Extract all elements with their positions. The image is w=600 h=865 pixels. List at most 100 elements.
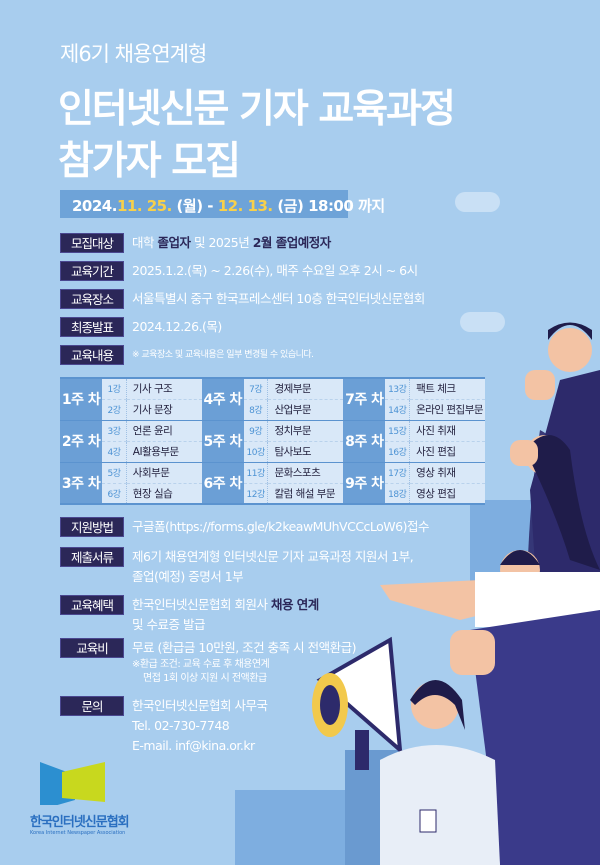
lesson-number: 11강 xyxy=(243,462,269,484)
cloud xyxy=(460,312,505,332)
logo-name: 한국인터넷신문협회 xyxy=(30,815,130,830)
documents: 제출서류 제6기 채용연계형 인터넷신문 기자 교육과정 지원서 1부, 졸업(예… xyxy=(60,547,414,587)
value: 및 2025년 xyxy=(190,235,253,250)
deadline-year: 2024. xyxy=(72,197,117,215)
lesson-title: 언론 윤리 xyxy=(126,420,202,442)
info-content: 교육내용 ※ 교육장소 및 교육내용은 일부 변경될 수 있습니다. xyxy=(60,345,314,365)
lesson-number: 13강 xyxy=(385,378,411,400)
contact-tel: Tel. 02-730-7748 xyxy=(132,718,230,733)
apply-method: 지원방법 구글폼(https://forms.gle/k2keawMUhVCCc… xyxy=(60,517,430,537)
week-cell: 3주 차 xyxy=(60,462,103,505)
table-row: 4강 AI활용부문 10강 탐사보도 16강 사진 편집 xyxy=(60,441,485,463)
value: 대학 xyxy=(132,235,158,250)
title-line1: 제6기 채용연계형 xyxy=(60,42,207,66)
lesson-title: 온라인 편집부문 xyxy=(409,399,485,421)
lesson-title: 산업부문 xyxy=(267,399,344,421)
info-place: 교육장소 서울특별시 중구 한국프레스센터 10층 한국인터넷신문협회 xyxy=(60,289,425,309)
lesson-title: 사진 편집 xyxy=(409,441,485,463)
value-highlight: 채용 연계 xyxy=(270,597,319,612)
logo: 한국인터넷신문협회 Korea Internet Newspaper Assoc… xyxy=(30,760,130,836)
week-cell: 6주 차 xyxy=(201,462,244,505)
lesson-number: 16강 xyxy=(385,441,411,463)
info-announce: 최종발표 2024.12.26.(목) xyxy=(60,317,222,337)
week-cell: 9주 차 xyxy=(343,462,386,505)
label: 교육기간 xyxy=(60,261,124,281)
lesson-number: 17강 xyxy=(385,462,411,484)
lesson-number: 8강 xyxy=(243,399,269,421)
label: 제출서류 xyxy=(60,547,124,567)
lesson-title: 사진 취재 xyxy=(409,420,485,442)
label: 교육비 xyxy=(60,638,124,658)
lesson-title: 영상 취재 xyxy=(409,462,485,484)
label: 지원방법 xyxy=(60,517,124,537)
contact-email[interactable]: E-mail. inf@kina.or.kr xyxy=(132,738,255,753)
lesson-title: 탐사보도 xyxy=(267,441,344,463)
table-row: 1주 차 1강 기사 구조 4주 차 7강 경제부문 7주 차 13강 팩트 체크 xyxy=(60,378,485,421)
title-line3: 참가자 모집 xyxy=(58,139,241,184)
lesson-title: 칼럼 해설 부문 xyxy=(267,483,344,505)
table-row: 2강 기사 문장 8강 산업부문 14강 온라인 편집부문 xyxy=(60,399,485,421)
lesson-title: 팩트 체크 xyxy=(409,378,485,400)
week-cell: 5주 차 xyxy=(201,420,244,463)
apply-link[interactable]: 구글폼(https://forms.gle/k2keawMUhVCCcLoW6)… xyxy=(132,519,430,534)
value: 무료 (환급금 10만원, 조건 충족 시 전액환급) xyxy=(132,640,356,655)
lesson-title: 현장 실습 xyxy=(126,483,202,505)
lesson-number: 4강 xyxy=(102,441,127,463)
label: 문의 xyxy=(60,696,124,716)
info-period: 교육기간 2025.1.2.(목) ~ 2.26(수), 매주 수요일 오후 2… xyxy=(60,261,418,281)
title-line2: 인터넷신문 기자 교육과정 xyxy=(58,87,456,132)
lesson-title: 문화스포츠 xyxy=(267,462,344,484)
lesson-number: 15강 xyxy=(385,420,411,442)
lesson-title: 사회부문 xyxy=(126,462,202,484)
lesson-number: 6강 xyxy=(102,483,127,505)
contact-org: 한국인터넷신문협회 사무국 xyxy=(132,698,268,713)
label: 교육내용 xyxy=(60,345,124,365)
label: 교육장소 xyxy=(60,289,124,309)
value: 및 수료증 발급 xyxy=(132,617,205,632)
curriculum-table: 1주 차 1강 기사 구조 4주 차 7강 경제부문 7주 차 13강 팩트 체크 2강 기사 문장… xyxy=(60,377,485,505)
week-cell: 4주 차 xyxy=(201,378,244,421)
label: 모집대상 xyxy=(60,233,124,253)
deadline-text: (금) 18:00 까지 xyxy=(272,197,385,215)
people-illustration xyxy=(312,322,600,865)
deadline-start: 11. 25. xyxy=(116,197,172,215)
deadline-banner: 2024.11. 25. (월) - 12. 13. (금) 18:00 까지 xyxy=(60,190,385,218)
lesson-number: 7강 xyxy=(243,378,269,400)
fee: 교육비 무료 (환급금 10만원, 조건 충족 시 전액환급) ※환급 조건: 교… xyxy=(60,638,356,686)
notice: ※ 교육장소 및 교육내용은 일부 변경될 수 있습니다. xyxy=(132,350,314,360)
logo-mark-icon xyxy=(40,762,105,810)
target-value: 대학 졸업자 및 2025년 2월 졸업예정자 xyxy=(132,233,331,253)
lesson-title: 경제부문 xyxy=(267,378,344,400)
lesson-number: 9강 xyxy=(243,420,269,442)
cloud xyxy=(455,192,500,212)
label: 최종발표 xyxy=(60,317,124,337)
fee-note: 면접 1회 이상 지원 시 전액환급 xyxy=(143,673,267,684)
week-cell: 1주 차 xyxy=(60,378,103,421)
contact: 문의 한국인터넷신문협회 사무국 Tel. 02-730-7748 E-mail. … xyxy=(60,696,268,756)
table-row: 3주 차 5강 사회부문 6주 차 11강 문화스포츠 9주 차 17강 영상 취재 xyxy=(60,462,485,505)
lesson-number: 12강 xyxy=(243,483,269,505)
deadline-text: (월) - xyxy=(171,197,218,215)
info-target: 모집대상 대학 졸업자 및 2025년 2월 졸업예정자 xyxy=(60,233,331,253)
lesson-title: AI활용부문 xyxy=(126,441,202,463)
value: 한국인터넷신문협회 회원사 xyxy=(132,597,271,612)
lesson-title: 영상 편집 xyxy=(409,483,485,505)
lesson-number: 18강 xyxy=(385,483,411,505)
lesson-number: 3강 xyxy=(102,420,127,442)
lesson-title: 정치부문 xyxy=(267,420,344,442)
lesson-number: 5강 xyxy=(102,462,127,484)
value: 2024.12.26.(목) xyxy=(132,319,222,334)
lesson-number: 1강 xyxy=(102,378,127,400)
logo-subtitle: Korea Internet Newspaper Association xyxy=(30,830,126,836)
value: 제6기 채용연계형 인터넷신문 기자 교육과정 지원서 1부, xyxy=(132,549,414,564)
lesson-title: 기사 문장 xyxy=(126,399,202,421)
label: 교육혜택 xyxy=(60,595,124,615)
fee-note: ※환급 조건: 교육 수료 후 채용연계 xyxy=(132,659,270,670)
table-row: 2주 차 3강 언론 윤리 5주 차 9강 정치부문 8주 차 15강 사진 취재 xyxy=(60,420,485,463)
value: 서울특별시 중구 한국프레스센터 10층 한국인터넷신문협회 xyxy=(132,291,425,306)
deadline-end: 12. 13. xyxy=(217,197,273,215)
value: 졸업(예정) 증명서 1부 xyxy=(132,569,244,584)
value: 2025.1.2.(목) ~ 2.26(수), 매주 수요일 오후 2시 ~ 6… xyxy=(132,263,418,278)
week-cell: 8주 차 xyxy=(343,420,386,463)
